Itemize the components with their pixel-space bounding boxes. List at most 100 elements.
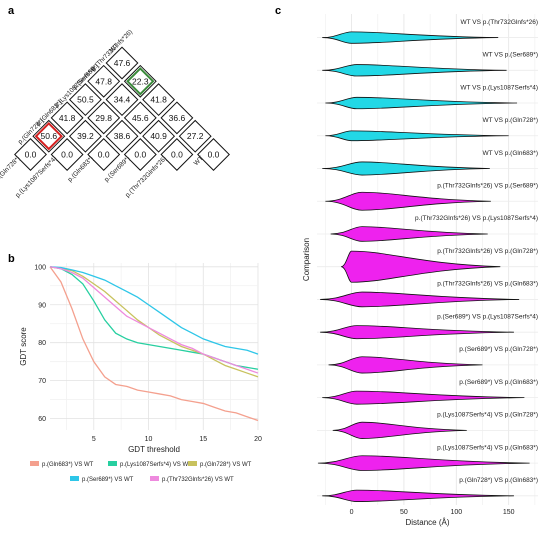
- heatmap-value: 40.9: [150, 131, 167, 141]
- heatmap-cell: [142, 119, 176, 153]
- violin-label: p.(Ser689*) VS p.(Gln683*): [459, 379, 538, 386]
- violin-label: p.(Ser689*) VS p.(Lys1087Serfs*4): [437, 313, 538, 320]
- heatmap-cell: [14, 138, 47, 171]
- y-tick-label: 80: [38, 340, 46, 347]
- legend-swatch: [108, 461, 117, 466]
- heatmap-value: 45.6: [132, 113, 149, 123]
- violin-label: WT VS p.(Lys1087Serfs*4): [460, 84, 538, 91]
- heatmap-cell: [87, 138, 121, 171]
- heatmap-cell: [178, 119, 212, 153]
- legend-label: p.(Gln728*) VS WT: [200, 462, 252, 468]
- legend-label: p.(Thr732Glnfs*26) VS WT: [162, 477, 234, 483]
- violin-label: p.(Thr732Glnfs*26) VS p.(Gln683*): [437, 281, 538, 288]
- violin: [322, 161, 490, 176]
- legend-label: p.(Ser689*) VS WT: [82, 477, 134, 483]
- violin: [322, 489, 514, 502]
- gdt-line-chart: 5 10 15 20 60 70 80 90 100 GDT threshold GDT score…: [19, 263, 262, 483]
- heatmap-cell: [123, 138, 157, 171]
- heatmap-cell: [105, 46, 139, 80]
- x-tick-label: 50: [400, 509, 408, 516]
- violin: [325, 96, 518, 110]
- heatmap-cell: [123, 64, 157, 98]
- violin-label: p.(Thr732Glnfs*26) VS p.(Ser689*): [437, 182, 538, 189]
- heatmap-cell: [105, 83, 139, 117]
- violin-label: p.(Ser689*) VS p.(Gln728*): [459, 346, 538, 353]
- y-tick-label: 90: [38, 302, 46, 309]
- violin: [320, 325, 514, 340]
- heatmap-cell: [32, 119, 66, 153]
- heatmap-cell: [87, 101, 121, 135]
- heatmap-value: 41.8: [150, 95, 167, 105]
- violin: [322, 64, 507, 77]
- violin: [325, 191, 491, 211]
- violin-label: WT VS p.(Thr732Glnfs*26): [460, 19, 538, 26]
- heatmap-value: 50.6: [41, 131, 58, 141]
- violin: [340, 250, 501, 283]
- violin: [328, 356, 483, 374]
- violin-label: WT VS p.(Gln683*): [482, 150, 538, 157]
- x-tick-label: 20: [254, 436, 262, 443]
- panel-label-b: b: [8, 253, 15, 265]
- y-tick-label: 60: [38, 416, 46, 423]
- violin: [330, 226, 488, 242]
- heatmap-value: 0.0: [171, 150, 183, 160]
- series-line: [49, 266, 259, 422]
- violin-label: p.(Lys1087Serfs*4) VS p.(Gln683*): [437, 444, 538, 451]
- legend-swatch: [70, 476, 79, 481]
- heatmap-value: 0.0: [98, 150, 110, 160]
- heatmap-value: 0.0: [25, 150, 37, 160]
- heatmap-value: 38.6: [114, 131, 131, 141]
- violin-label: p.(Lys1087Serfs*4) VS p.(Gln728*): [437, 412, 538, 419]
- x-tick-label: 5: [92, 436, 96, 443]
- column-label: p.(Gln728*): [0, 155, 22, 183]
- violin-label: WT VS p.(Gln728*): [482, 117, 538, 124]
- heatmap-value: 50.5: [77, 95, 94, 105]
- heatmap-value: 22.3: [132, 76, 149, 86]
- heatmap-cell: [105, 119, 139, 153]
- heatmap-value: 47.6: [114, 58, 131, 68]
- heatmap-value: 34.4: [114, 95, 131, 105]
- x-tick-label: 15: [199, 436, 207, 443]
- heatmap-value: 0.0: [208, 150, 220, 160]
- heatmap-cell: [197, 138, 230, 171]
- y-axis-label: GDT score: [19, 327, 28, 366]
- heatmap-cell: [142, 83, 176, 117]
- heatmap-value: 41.8: [59, 113, 76, 123]
- heatmap-value: 39.2: [77, 131, 94, 141]
- heatmap-value: 0.0: [134, 150, 146, 160]
- violin-label: p.(Thr732Glnfs*26) VS p.(Lys1087Serfs*4): [415, 215, 538, 222]
- legend-swatch: [150, 476, 159, 481]
- series-line: [49, 266, 259, 355]
- x-tick-label: 10: [145, 436, 153, 443]
- violin-label: WT VS p.(Ser689*): [482, 52, 538, 59]
- diamond-heatmap: 47.622.341.836.627.20.047.834.445.640.90…: [0, 29, 230, 199]
- distance-violin-chart: WT VS p.(Thr732Glnfs*26) WT VS p.(Ser689*…: [302, 14, 538, 527]
- panel-label-c: c: [275, 5, 281, 17]
- violin: [332, 421, 467, 439]
- violin-label: p.(Thr732Glnfs*26) VS p.(Gln728*): [437, 248, 538, 255]
- x-tick-label: 0: [350, 509, 354, 516]
- y-tick-label: 70: [38, 378, 46, 385]
- heatmap-value: 47.8: [95, 76, 112, 86]
- violin: [322, 390, 525, 405]
- legend-swatch: [30, 461, 39, 466]
- panel-label-a: a: [8, 5, 15, 17]
- series-line: [49, 266, 259, 378]
- legend-swatch: [188, 461, 197, 466]
- heatmap-cell: [87, 64, 121, 98]
- heatmap-value: 0.0: [61, 150, 73, 160]
- highlight-outline: [126, 67, 155, 96]
- heatmap-cell: [68, 119, 102, 153]
- legend-label: p.(Gln683*) VS WT: [42, 462, 94, 468]
- x-axis-label: Distance (Å): [405, 518, 449, 527]
- heatmap-cell: [160, 138, 194, 171]
- violin: [322, 31, 499, 44]
- x-tick-label: 100: [450, 509, 462, 516]
- heatmap-cell: [160, 101, 194, 135]
- legend-label: p.(Lys1087Serfs*4) VS WT: [120, 462, 192, 468]
- heatmap-value: 29.8: [95, 113, 112, 123]
- heatmap-value: 27.2: [187, 131, 204, 141]
- highlight-outline: [34, 122, 63, 151]
- x-axis-label: GDT threshold: [128, 445, 180, 454]
- y-axis-label: Comparison: [302, 238, 311, 281]
